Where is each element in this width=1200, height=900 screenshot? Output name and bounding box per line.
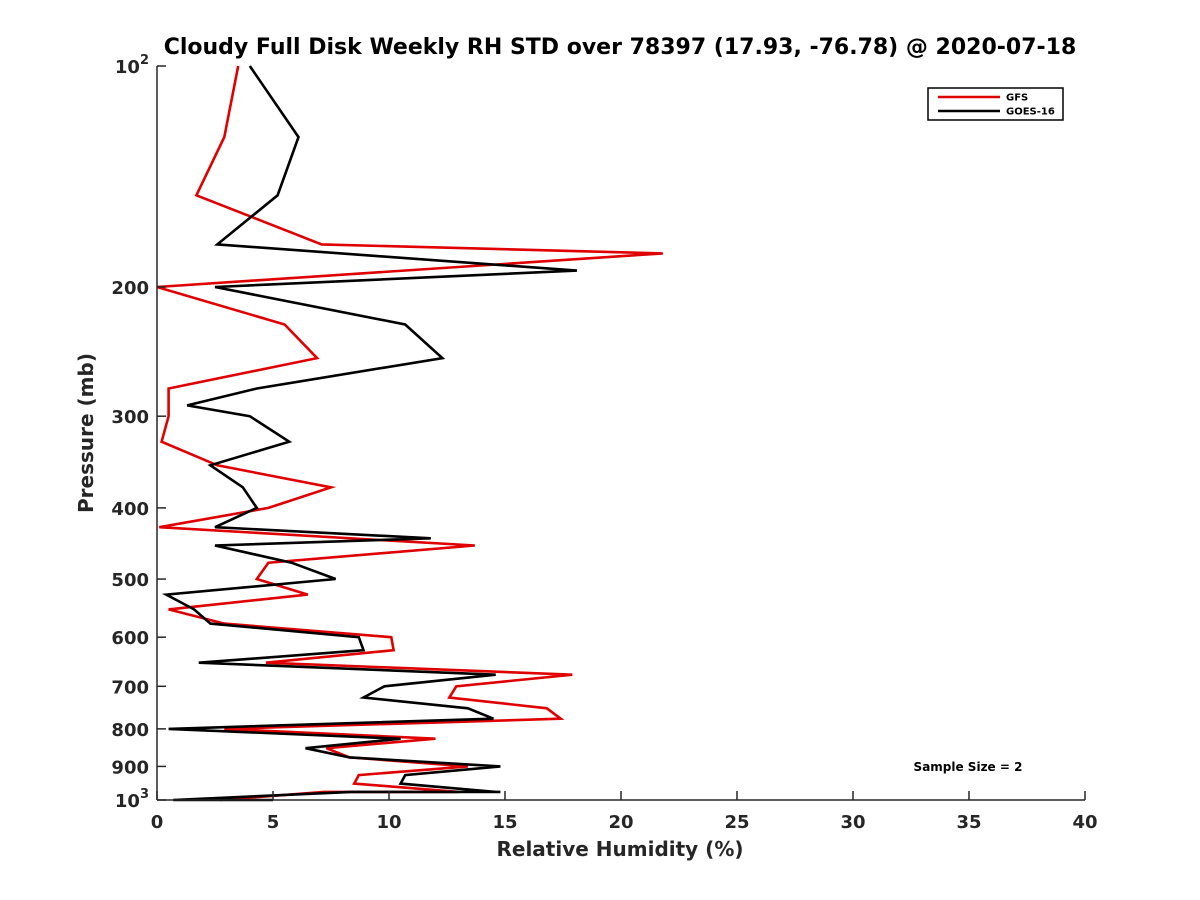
x-tick-label: 5 <box>267 812 280 833</box>
series-line-goes-16 <box>161 65 577 802</box>
x-tick-label: 30 <box>840 812 865 833</box>
legend-label: GOES-16 <box>1006 107 1055 118</box>
y-tick-label: 102 <box>115 53 149 78</box>
y-tick-label: 900 <box>111 757 149 778</box>
x-tick-label: 20 <box>608 812 633 833</box>
y-tick-label: 800 <box>111 720 149 741</box>
sample-size-annotation: Sample Size = 2 <box>914 760 1023 774</box>
legend: GFS GOES-16 <box>927 87 1064 121</box>
y-tick-label: 103 <box>115 787 149 812</box>
x-tick-label: 10 <box>376 812 401 833</box>
x-tick-label: 0 <box>151 812 164 833</box>
x-ticks: 0 5 10 15 20 25 30 35 40 <box>151 791 1098 833</box>
x-tick-label: 15 <box>492 812 517 833</box>
plot-lines <box>156 65 663 802</box>
x-tick-label: 35 <box>956 812 981 833</box>
y-tick-label: 500 <box>111 570 149 591</box>
x-tick-label: 40 <box>1072 812 1097 833</box>
chart-title: Cloudy Full Disk Weekly RH STD over 7839… <box>164 35 1077 60</box>
legend-label: GFS <box>1006 93 1028 104</box>
y-ticks: 102 200 300 400 500 600 700 800 900 103 <box>111 53 166 812</box>
x-axis-label: Relative Humidity (%) <box>496 837 743 861</box>
y-tick-label: 300 <box>111 407 149 428</box>
x-tick-label: 25 <box>724 812 749 833</box>
y-axis-label: Pressure (mb) <box>74 353 98 513</box>
y-tick-label: 400 <box>111 499 149 520</box>
y-tick-label: 200 <box>111 278 149 299</box>
legend-box <box>927 87 1064 121</box>
y-tick-label: 600 <box>111 628 149 649</box>
y-tick-label: 700 <box>111 677 149 698</box>
